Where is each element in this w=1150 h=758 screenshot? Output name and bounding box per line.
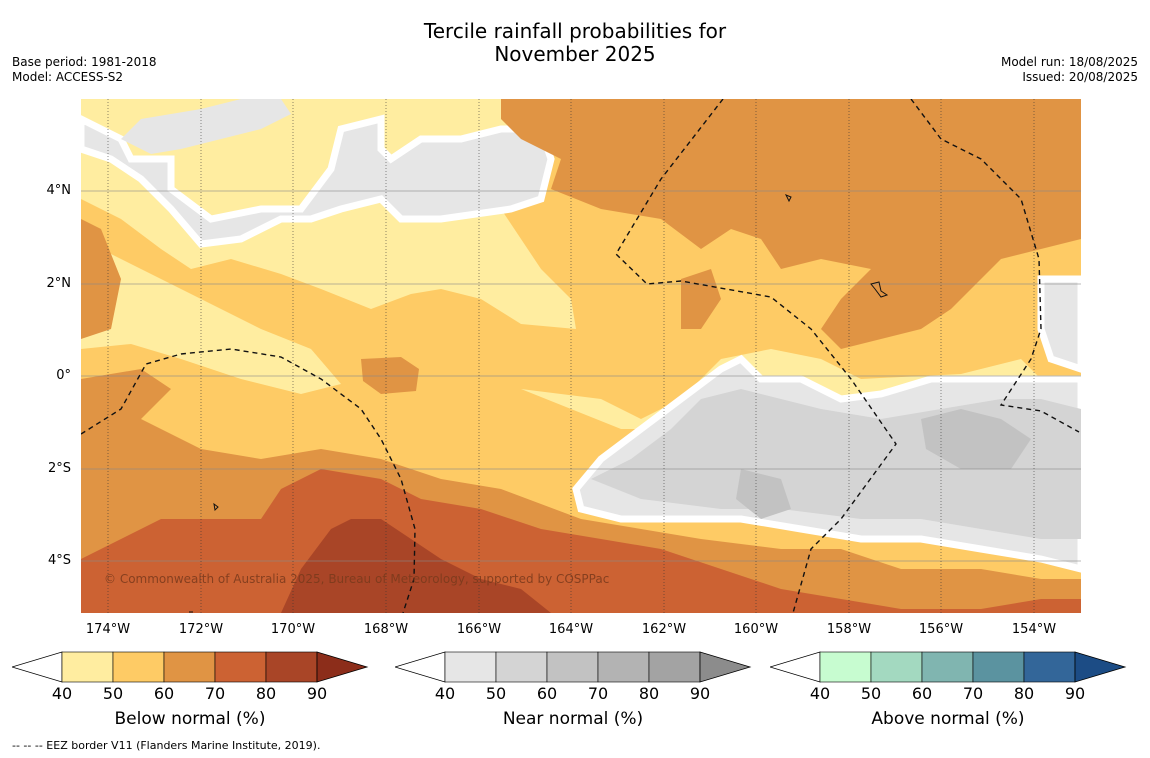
- lon-label-158w: 158°W: [826, 622, 872, 637]
- lat-label-0: 0°: [56, 368, 71, 383]
- lon-label-160w: 160°W: [733, 622, 779, 637]
- colorbar-tick-label: 70: [204, 684, 226, 703]
- latitude-gridlines: [81, 190, 1081, 562]
- lat-label-4s: 4°S: [47, 553, 71, 568]
- near-normal-region-east-edge: [1037, 275, 1081, 373]
- colorbar-segment: [597, 651, 650, 683]
- title-line-2: November 2025: [494, 42, 656, 66]
- lon-label-172w: 172°W: [178, 622, 224, 637]
- model-run: Model run: 18/08/2025: [1000, 55, 1138, 69]
- model-name: Model: ACCESS-S2: [12, 70, 124, 84]
- colorbar-upper-extension: [1074, 651, 1127, 683]
- probability-map: [81, 99, 1081, 613]
- colorbar-title-near: Near normal (%): [502, 709, 644, 729]
- near-normal-60-region-east: [921, 409, 1031, 469]
- colorbar-upper-extension: [316, 651, 369, 683]
- copyright-notice: © Commonwealth of Australia 2025, Bureau…: [104, 572, 610, 586]
- colorbar-segment: [61, 651, 114, 683]
- lat-label-2n: 2°N: [46, 276, 72, 291]
- meta-left: Base period: 1981-2018 Model: ACCESS-S2: [12, 55, 157, 85]
- lon-label-162w: 162°W: [641, 622, 687, 637]
- below-70-region-west: [81, 219, 121, 339]
- colorbar-segment: [648, 651, 701, 683]
- colorbar-above-normal: [770, 651, 1127, 683]
- colorbar-tick-label: 50: [860, 684, 882, 703]
- lon-label-166w: 166°W: [456, 622, 502, 637]
- eez-footnote: -- -- -- EEZ border V11 (Flanders Marine…: [12, 739, 321, 752]
- colorbar-segment: [444, 651, 497, 683]
- colorbar-tick-label: 80: [638, 684, 660, 703]
- colorbar-tick-label: 80: [1013, 684, 1035, 703]
- colorbar-near-normal: [395, 651, 752, 683]
- colorbar-tick-label: 70: [962, 684, 984, 703]
- colorbar-tick-label: 90: [689, 684, 711, 703]
- below-50-region-west-band: [81, 239, 341, 394]
- lon-label-174w: 174°W: [85, 622, 131, 637]
- lon-label-164w: 164°W: [548, 622, 594, 637]
- colorbar-segment: [214, 651, 267, 683]
- base-period: Base period: 1981-2018: [12, 55, 157, 69]
- below-90-region-south: [281, 519, 551, 613]
- colorbar-tick-label: 60: [536, 684, 558, 703]
- map-title: Tercile rainfall probabilities for Novem…: [0, 20, 1150, 66]
- colorbar-below-normal: [12, 651, 369, 683]
- lon-label-170w: 170°W: [270, 622, 316, 637]
- island-outlines: [189, 194, 889, 613]
- lat-label-2s: 2°S: [47, 461, 71, 476]
- meta-right: Model run: 18/08/2025 Issued: 20/08/2025: [1001, 55, 1138, 85]
- lon-label-168w: 168°W: [363, 622, 409, 637]
- colorbar-segment: [870, 651, 923, 683]
- colorbar-tick-label: 50: [102, 684, 124, 703]
- colorbar-tick-label: 40: [809, 684, 831, 703]
- colorbar-tick-label: 80: [255, 684, 277, 703]
- colorbar-segment: [972, 651, 1025, 683]
- colorbar-tick-label: 40: [51, 684, 73, 703]
- colorbar-segment: [921, 651, 974, 683]
- colorbar-title-below: Below normal (%): [114, 709, 266, 729]
- colorbar-lower-extension: [12, 651, 63, 683]
- colorbar-segment: [546, 651, 599, 683]
- colorbar-tick-label: 70: [587, 684, 609, 703]
- colorbar-segment: [265, 651, 318, 683]
- lon-label-154w: 154°W: [1011, 622, 1057, 637]
- colorbar-title-above: Above normal (%): [871, 709, 1025, 729]
- colorbar-upper-extension: [699, 651, 752, 683]
- colorbar-tick-label: 90: [306, 684, 328, 703]
- below-70-region-patch-center: [361, 357, 419, 394]
- colorbar-segment: [163, 651, 216, 683]
- colorbar-tick-label: 60: [153, 684, 175, 703]
- colorbar-segment: [112, 651, 165, 683]
- colorbar-tick-label: 60: [911, 684, 933, 703]
- colorbar-segment: [819, 651, 872, 683]
- lon-label-156w: 156°W: [918, 622, 964, 637]
- near-normal-60-region: [736, 469, 791, 519]
- colorbar-tick-label: 90: [1064, 684, 1086, 703]
- colorbar-lower-extension: [770, 651, 821, 683]
- issued-date: Issued: 20/08/2025: [1022, 70, 1138, 84]
- below-70-region-northeast: [501, 99, 1081, 349]
- lat-label-4n: 4°N: [46, 183, 72, 198]
- colorbar-tick-label: 50: [485, 684, 507, 703]
- colorbar-segment: [1023, 651, 1076, 683]
- colorbar-lower-extension: [395, 651, 446, 683]
- colorbar-segment: [495, 651, 548, 683]
- near-normal-region-top: [121, 99, 291, 154]
- eez-borders: [81, 99, 1080, 613]
- colorbar-tick-label: 40: [434, 684, 456, 703]
- title-line-1: Tercile rainfall probabilities for: [423, 19, 727, 43]
